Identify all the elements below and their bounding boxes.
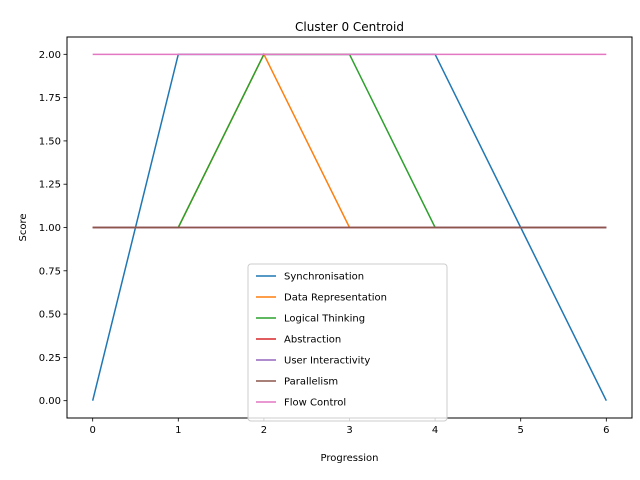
y-tick-label: 1.00 (39, 223, 61, 234)
y-tick-label: 0.25 (39, 353, 61, 364)
y-axis: 0.00 0.25 0.50 0.75 1.00 1.25 1.50 1.75 2.00 (39, 50, 67, 407)
legend-label-6: Flow Control (284, 398, 346, 409)
x-axis-label: Progression (321, 453, 379, 464)
x-tick-label: 6 (603, 425, 609, 436)
y-tick-label: 0.75 (39, 266, 61, 277)
legend-label-5: Parallelism (284, 377, 338, 388)
legend-label-2: Logical Thinking (284, 314, 365, 325)
x-tick-label: 4 (432, 425, 438, 436)
legend-label-0: Synchronisation (284, 272, 364, 283)
legend-label-4: User Interactivity (284, 356, 370, 367)
y-tick-label: 0.50 (39, 310, 61, 321)
legend-label-3: Abstraction (284, 335, 341, 346)
y-tick-label: 0.00 (39, 396, 61, 407)
x-tick-label: 2 (261, 425, 267, 436)
legend-label-1: Data Representation (284, 293, 387, 304)
series-layer (91, 52, 607, 402)
x-tick-label: 0 (89, 425, 95, 436)
chart-title: Cluster 0 Centroid (295, 20, 404, 34)
x-tick-label: 3 (346, 425, 352, 436)
legend-box (247, 263, 448, 422)
legend: Synchronisation Data Representation Logica… (247, 263, 448, 422)
x-tick-label: 5 (518, 425, 524, 436)
x-tick-label: 1 (175, 425, 181, 436)
y-tick-label: 1.50 (39, 136, 61, 147)
y-axis-label: Score (18, 213, 29, 241)
y-tick-label: 2.00 (39, 50, 61, 61)
y-tick-label: 1.75 (39, 93, 61, 104)
y-tick-label: 1.25 (39, 180, 61, 191)
